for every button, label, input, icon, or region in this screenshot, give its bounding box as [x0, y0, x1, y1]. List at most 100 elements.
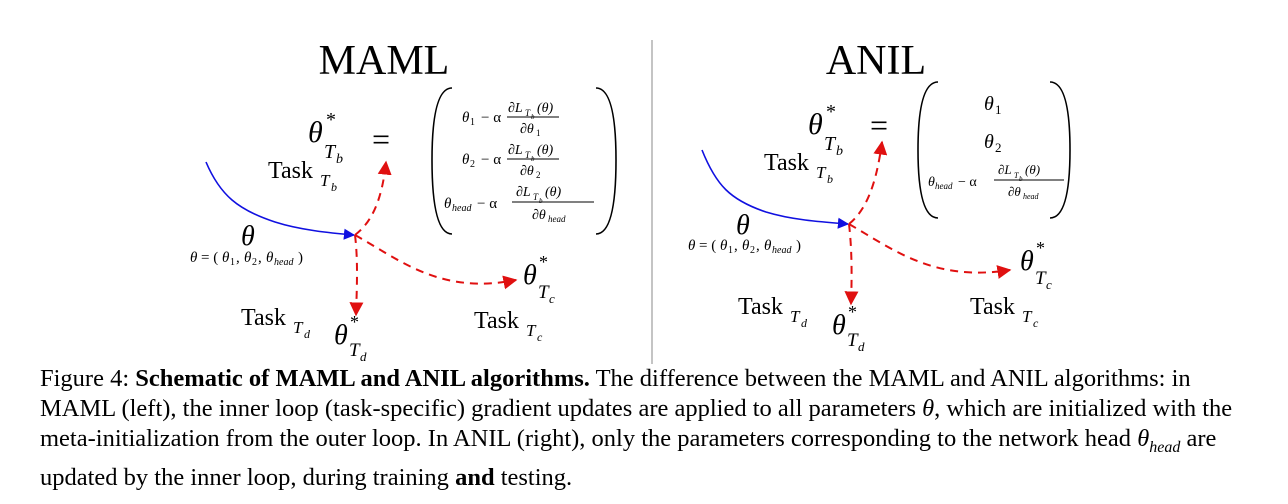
maml-path-to-td — [349, 234, 364, 317]
svg-text:(θ): (θ) — [545, 185, 562, 200]
svg-text:=: = — [372, 121, 390, 157]
anil-update-matrix: θ 1 θ 2 θ head − α ∂L T b (θ) ∂θ head — [917, 81, 1071, 219]
svg-text:*: * — [848, 302, 857, 322]
maml-theta-star-td: θ * T d — [334, 312, 367, 364]
maml-task-c: Task T c — [474, 308, 543, 344]
maml-theta-definition: θ = ( θ 1 , θ 2 , θ head ) — [190, 250, 303, 268]
anil-path-to-tb — [848, 140, 888, 225]
svg-text:= (: = ( — [699, 238, 716, 254]
anil-theta-star-td: θ * T d — [832, 302, 865, 354]
svg-text:b: b — [1019, 175, 1023, 183]
anil-path-to-tc — [848, 223, 1012, 279]
svg-text:*: * — [326, 109, 336, 131]
svg-text:2: 2 — [995, 140, 1002, 155]
maml-task-b: Task T b — [268, 158, 337, 194]
svg-text:b: b — [827, 172, 833, 186]
svg-text:head: head — [274, 257, 294, 268]
svg-text:(θ): (θ) — [537, 143, 554, 158]
svg-text:head: head — [452, 203, 472, 214]
svg-text:θ: θ — [984, 93, 994, 115]
svg-text:Task: Task — [241, 305, 286, 331]
svg-text:θ: θ — [808, 108, 823, 141]
figure-caption: Figure 4: Schematic of MAML and ANIL alg… — [40, 364, 1260, 493]
svg-text:c: c — [549, 291, 555, 306]
svg-text:θ: θ — [462, 110, 470, 126]
svg-text:=: = — [870, 107, 888, 143]
anil-theta: θ — [736, 210, 750, 241]
maml-meta-path — [205, 161, 356, 240]
caption-text-1: The difference between the MAML and ANIL… — [40, 365, 1191, 422]
svg-text:T: T — [847, 330, 859, 351]
svg-text:− α: − α — [481, 152, 501, 168]
svg-text:c: c — [1046, 277, 1052, 292]
svg-text:− α: − α — [481, 110, 501, 126]
svg-text:*: * — [539, 252, 548, 272]
svg-text:2: 2 — [536, 170, 541, 180]
svg-text:T: T — [790, 307, 801, 326]
svg-text:∂L: ∂L — [998, 162, 1012, 177]
maml-path-to-tb — [354, 160, 392, 236]
maml-path-to-tc — [354, 234, 518, 290]
svg-text:1: 1 — [536, 128, 541, 138]
svg-text:T: T — [525, 150, 531, 160]
svg-text:T: T — [1022, 307, 1033, 326]
caption-text-3: are updated by the inner loop, during tr… — [40, 425, 1217, 491]
svg-text:(θ): (θ) — [537, 101, 554, 116]
svg-text:2: 2 — [470, 159, 475, 170]
anil-meta-path — [701, 149, 850, 229]
svg-text:d: d — [858, 339, 865, 354]
caption-text-2: , which are initialized with the meta-in… — [40, 395, 1233, 452]
svg-text:T: T — [293, 318, 304, 337]
svg-text:T: T — [324, 141, 337, 163]
svg-text:θ: θ — [984, 131, 994, 153]
svg-text:b: b — [336, 152, 343, 167]
svg-text:T: T — [320, 171, 331, 190]
svg-text:T: T — [824, 133, 837, 155]
svg-text:θ: θ — [222, 250, 230, 266]
svg-text:1: 1 — [995, 102, 1002, 117]
svg-text:θ: θ — [190, 250, 198, 266]
caption-label: Figure 4: — [40, 365, 130, 392]
maml-title: MAML — [319, 38, 450, 84]
svg-text:∂θ: ∂θ — [520, 164, 534, 179]
caption-bold-and: and — [455, 463, 495, 491]
maml-matrix-row-2: θ 2 − α ∂L T b (θ) ∂θ 2 — [462, 143, 559, 180]
svg-text:d: d — [801, 316, 808, 330]
svg-text:2: 2 — [750, 245, 755, 256]
svg-text:2: 2 — [252, 257, 257, 268]
svg-text:c: c — [537, 330, 543, 344]
svg-text:θ: θ — [308, 116, 323, 149]
svg-text:*: * — [1036, 238, 1045, 258]
svg-text:1: 1 — [230, 257, 235, 268]
svg-text:T: T — [525, 108, 531, 118]
svg-text:θ: θ — [444, 196, 452, 212]
svg-text:θ: θ — [266, 250, 274, 266]
svg-text:θ: θ — [1020, 246, 1034, 277]
svg-text:T: T — [816, 163, 827, 182]
anil-matrix-row-3: θ head − α ∂L T b (θ) ∂θ head — [928, 162, 1064, 201]
svg-text:T: T — [349, 340, 361, 361]
svg-text:θ: θ — [334, 320, 348, 351]
svg-text:∂L: ∂L — [508, 101, 523, 116]
anil-matrix-row-2: θ 2 — [984, 131, 1002, 155]
svg-text:θ: θ — [928, 175, 935, 190]
svg-text:Task: Task — [738, 294, 783, 320]
svg-text:1: 1 — [470, 117, 475, 128]
svg-text:= (: = ( — [201, 250, 218, 266]
svg-text:*: * — [350, 312, 359, 332]
svg-text:,: , — [258, 250, 262, 266]
svg-text:d: d — [360, 349, 367, 364]
anil-theta-definition: θ = ( θ 1 , θ 2 , θ head ) — [688, 238, 801, 256]
svg-text:Task: Task — [268, 158, 313, 184]
anil-task-c: Task T c — [970, 294, 1039, 330]
maml-panel: MAML θ * T b = Task T b θ 1 − α ∂L T — [190, 38, 617, 364]
maml-update-matrix: θ 1 − α ∂L T b (θ) ∂θ 1 θ 2 − α ∂L T b (… — [431, 87, 617, 235]
anil-title: ANIL — [826, 38, 926, 84]
anil-path-to-td — [844, 223, 859, 306]
svg-text:b: b — [836, 144, 843, 159]
caption-bold-title: Schematic of MAML and ANIL algorithms. — [135, 365, 590, 392]
svg-text:b: b — [331, 180, 337, 194]
svg-text:T: T — [1035, 268, 1047, 289]
maml-matrix-row-1: θ 1 − α ∂L T b (θ) ∂θ 1 — [462, 101, 559, 138]
svg-text:T: T — [1014, 171, 1019, 180]
